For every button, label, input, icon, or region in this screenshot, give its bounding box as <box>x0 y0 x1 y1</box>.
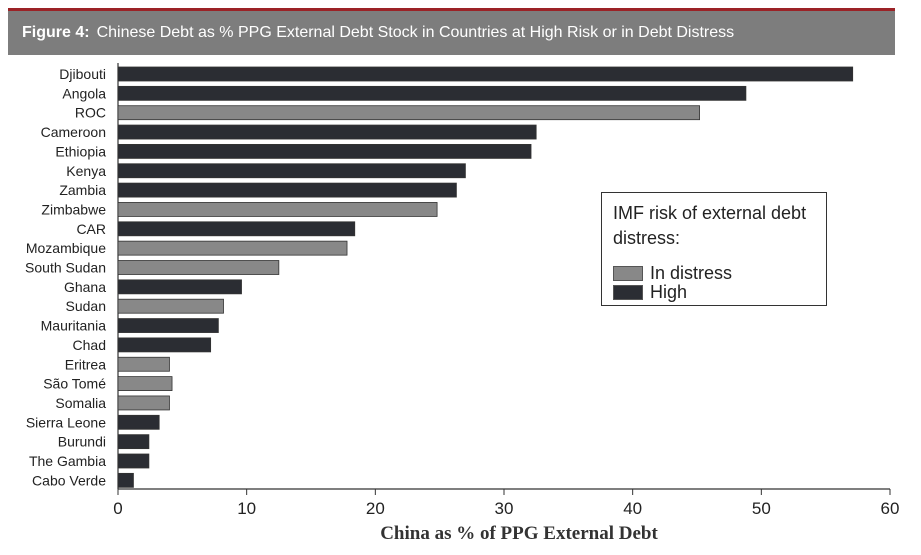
category-label-mauritania: Mauritania <box>41 318 107 334</box>
category-label-roc: ROC <box>75 105 106 121</box>
header-accent-line <box>8 8 895 11</box>
bar-sierra-leone <box>117 414 160 430</box>
figure-title: Chinese Debt as % PPG External Debt Stoc… <box>96 24 735 41</box>
bar-ethiopia <box>117 143 532 159</box>
legend: IMF risk of external debt distress: In d… <box>601 192 827 306</box>
category-label-eritrea: Eritrea <box>65 356 106 372</box>
x-tick-label-0: 0 <box>113 499 122 518</box>
category-label-ethiopia: Ethiopia <box>55 143 106 159</box>
figure-header: Figure 4: Chinese Debt as % PPG External… <box>8 11 895 55</box>
bar-mozambique <box>117 240 348 256</box>
x-tick-label-30: 30 <box>495 499 514 518</box>
category-label-sierra-leone: Sierra Leone <box>26 414 106 430</box>
bar-ghana <box>117 279 242 295</box>
legend-swatch-in-distress <box>613 265 643 281</box>
category-label-somalia: Somalia <box>55 395 106 411</box>
bar-djibouti <box>117 66 854 82</box>
category-label-zambia: Zambia <box>59 182 106 198</box>
category-label-south-sudan: South Sudan <box>25 260 106 276</box>
bar-sudan <box>117 298 224 314</box>
bar-roc <box>117 105 700 121</box>
x-axis-title: China as % of PPG External Debt <box>380 523 658 544</box>
legend-label-high: High <box>650 281 688 302</box>
category-label-chad: Chad <box>73 337 106 353</box>
bar-zimbabwe <box>117 202 438 217</box>
bar-zambia <box>117 182 457 198</box>
x-tick-label-20: 20 <box>366 499 385 518</box>
category-label-sudan: Sudan <box>66 298 106 314</box>
category-label-mozambique: Mozambique <box>26 240 106 256</box>
category-label-zimbabwe: Zimbabwe <box>41 201 106 217</box>
bar-somalia <box>117 395 170 411</box>
bar-the-gambia <box>117 453 150 469</box>
bar-mauritania <box>117 318 219 333</box>
x-tick-label-50: 50 <box>752 499 771 518</box>
legend-item-in-distress: In distress <box>613 263 732 283</box>
legend-item-high: High <box>613 282 687 302</box>
legend-swatch-high <box>613 284 643 300</box>
bar-eritrea <box>117 356 170 372</box>
bar-south-sudan <box>117 260 280 275</box>
category-label-the-gambia: The Gambia <box>29 453 106 469</box>
category-label-s-o-tom-: São Tomé <box>43 376 106 392</box>
bar-cameroon <box>117 124 537 140</box>
category-label-djibouti: Djibouti <box>59 66 106 82</box>
category-label-burundi: Burundi <box>58 434 106 450</box>
legend-title: IMF risk of external debt distress: <box>613 203 807 248</box>
category-label-kenya: Kenya <box>66 163 106 179</box>
legend-label-in-distress: In distress <box>650 262 733 283</box>
x-tick-label-40: 40 <box>623 499 642 518</box>
bar-angola <box>117 85 747 101</box>
x-tick-label-10: 10 <box>237 499 256 518</box>
x-tick-label-60: 60 <box>881 499 900 518</box>
category-label-car: CAR <box>76 221 106 237</box>
category-label-cameroon: Cameroon <box>41 124 106 140</box>
figure-label: Figure 4: <box>22 24 90 41</box>
bar-kenya <box>117 163 466 179</box>
bar-burundi <box>117 434 150 450</box>
bar-cabo-verde <box>117 472 134 488</box>
bar-chad <box>117 337 212 353</box>
bar-car <box>117 221 356 237</box>
category-label-cabo-verde: Cabo Verde <box>32 472 106 488</box>
bar-s-o-tom- <box>117 376 173 392</box>
category-label-angola: Angola <box>62 85 106 101</box>
category-label-ghana: Ghana <box>64 279 106 295</box>
